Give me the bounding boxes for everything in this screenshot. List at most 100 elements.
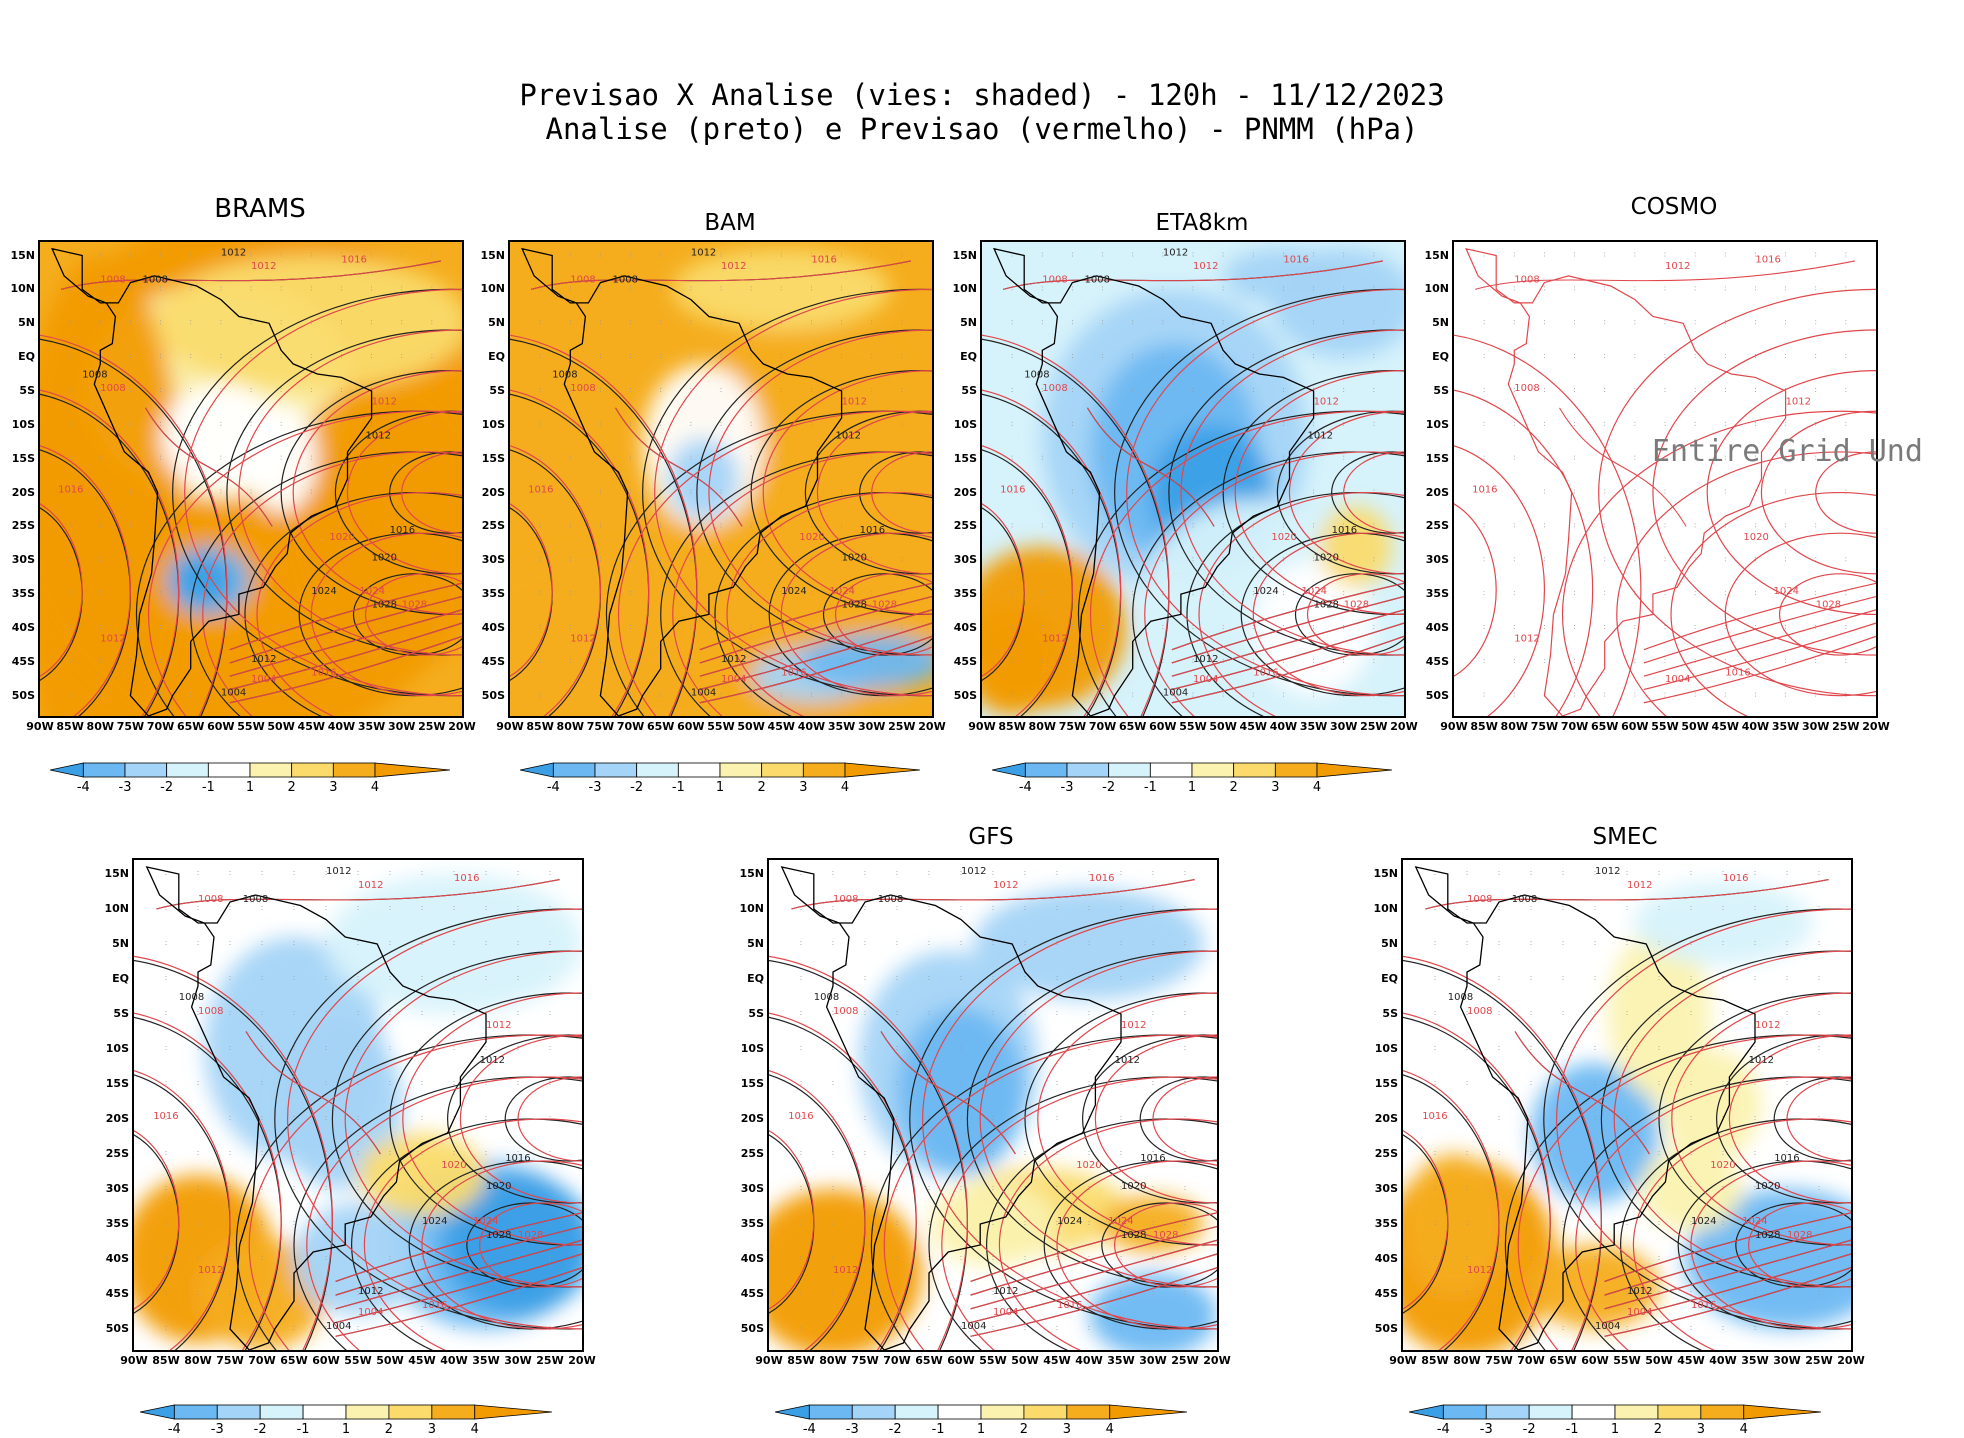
lon-tick-label: 30W: [1329, 720, 1358, 733]
bias-region: [1089, 1273, 1217, 1350]
colorbar-label: -3: [118, 780, 132, 795]
lon-tick-label: 35W: [1107, 1354, 1135, 1367]
isobar: [1331, 451, 1404, 534]
bias-region: [982, 607, 1061, 716]
isobar: [352, 573, 462, 656]
contour-label: 1012: [1514, 634, 1539, 645]
contour-label: 1008: [1084, 275, 1109, 286]
contour-label: 1024: [1742, 1216, 1767, 1227]
forecast-contours: [1403, 879, 1851, 1350]
map-canvas: 1012 1008 1008 1012 1020 1024 1028 1012 1016 1004…: [982, 242, 1404, 716]
lat-tick-label: EQ: [1381, 972, 1398, 985]
lon-tick-label: 20W: [568, 1354, 596, 1367]
colorbar-label: 4: [470, 1422, 479, 1437]
lat-tick-label: EQ: [112, 972, 129, 985]
lat-tick-label: EQ: [18, 350, 35, 364]
contour-label: 1012: [1163, 248, 1188, 259]
lon-tick-label: 85W: [1421, 1354, 1449, 1367]
contour-label: 1016: [528, 485, 553, 496]
contour-label: 1008: [243, 894, 268, 905]
lat-tick-label: 20S: [11, 485, 35, 499]
map-frame: 1012 1008 1008 1012 1020 1024 1028 1012 1016 1004…: [132, 858, 584, 1352]
lon-tick-label: 55W: [979, 1354, 1007, 1367]
isobar: [517, 1076, 582, 1162]
lat-tick-label: 5N: [18, 316, 35, 330]
isobar: [1604, 1212, 1851, 1282]
bias-region: [672, 248, 890, 331]
lon-tick-label: 30W: [857, 720, 886, 733]
panel-title: GFS: [968, 824, 1014, 850]
contour-label: 1016: [1723, 873, 1748, 884]
bias-region: [1684, 1189, 1851, 1329]
lat-tick-label: 15S: [481, 451, 505, 465]
colorbar-label: 3: [427, 1422, 436, 1437]
isobar: [1087, 407, 1215, 527]
contour-label: 1012: [842, 397, 867, 408]
forecast-contours: [510, 260, 932, 716]
lat-tick-label: 10S: [1425, 417, 1449, 431]
contour-label: 1028: [372, 600, 397, 611]
lon-tick-label: 40W: [1075, 1354, 1103, 1367]
contour-label: 1016: [454, 873, 479, 884]
contour-label: 1024: [360, 586, 385, 597]
contour-label: 1028: [402, 600, 427, 611]
contour-label: 1008: [100, 383, 125, 394]
contour-label: 1012: [993, 880, 1018, 891]
coastline: [145, 866, 487, 1350]
isobar: [769, 1012, 917, 1350]
isobar: [880, 1031, 1016, 1155]
contour-label: 1020: [486, 1181, 511, 1192]
contour-label: 1016: [390, 525, 415, 536]
isobar: [229, 595, 462, 664]
contour-label: 1028: [842, 600, 867, 611]
isobar: [335, 1212, 582, 1282]
contour-label: 1008: [1512, 894, 1537, 905]
isobar: [229, 609, 462, 677]
isobar: [816, 410, 932, 575]
colorbar-label: -4: [167, 1422, 181, 1437]
lat-tick-label: 50S: [105, 1322, 129, 1335]
isobar: [156, 879, 560, 910]
contour-label: 1004: [251, 674, 276, 685]
isobar: [769, 1130, 815, 1310]
contour-label: 1012: [691, 248, 716, 259]
isobar: [1561, 410, 1876, 716]
isobar: [970, 1212, 1217, 1282]
isobar: [615, 407, 743, 527]
lon-tick-label: 20W: [448, 720, 476, 733]
bias-region: [1633, 881, 1813, 965]
lat-tick-label: 20S: [953, 485, 977, 499]
isobar: [510, 389, 650, 716]
isobar: [1556, 908, 1851, 1330]
isobar: [699, 622, 932, 691]
colorbar-label: -1: [1143, 780, 1157, 795]
isobar: [229, 635, 462, 704]
panel-gfs: GFS 1012 1008 1008 1012 1020 1024 1028 1012 1016…: [731, 820, 1251, 1437]
figure-title: Previsao X Analise (vies: shaded) - 120h…: [0, 78, 1964, 146]
isobar: [1632, 1118, 1851, 1350]
panel-brams: BRAMS 1012 1008 1008 1012 1020 1024 1028 1012 10…: [0, 190, 480, 810]
contour-label: 1012: [372, 397, 397, 408]
colorbar-label: 2: [1019, 1422, 1029, 1437]
isobar: [699, 595, 932, 664]
isobar: [1773, 1076, 1851, 1162]
map-canvas: 1012 1008 1008 1012 1020 1024 1028 1012 1016 1004…: [40, 242, 462, 716]
contour-label: 1016: [1057, 1300, 1082, 1311]
lon-tick-label: 50W: [1209, 720, 1237, 733]
isobar: [1454, 445, 1545, 716]
lat-tick-label: 10S: [11, 417, 35, 431]
isobar: [791, 879, 1195, 910]
lat-tick-label: 20S: [105, 1112, 129, 1125]
contour-label: 1012: [366, 430, 391, 441]
isobar: [1690, 1160, 1851, 1330]
contour-label: 1016: [1332, 525, 1357, 536]
lat-tick-label: EQ: [960, 350, 977, 364]
lat-tick-label: 50S: [953, 688, 977, 702]
lat-tick-label: EQ: [488, 350, 505, 364]
contour-label: 1008: [1514, 383, 1539, 394]
isobar: [202, 451, 462, 716]
lon-tick-label: 50W: [1681, 720, 1709, 733]
colorbar-label: 1: [976, 1422, 986, 1437]
isobar: [40, 503, 83, 677]
colorbar-label: -3: [1060, 780, 1074, 795]
